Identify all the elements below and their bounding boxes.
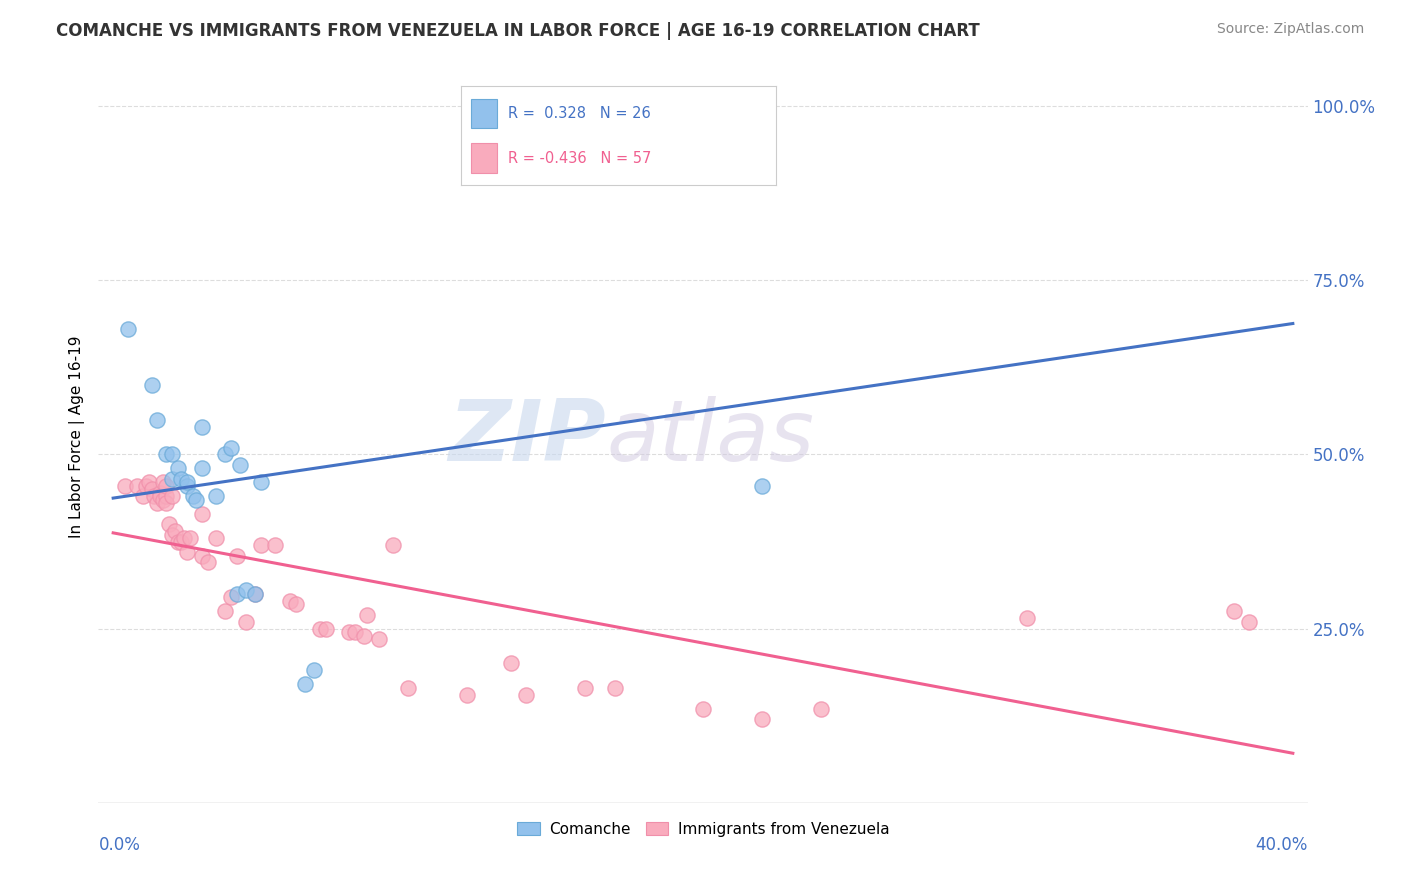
Point — [382, 538, 405, 552]
Point — [278, 594, 301, 608]
Y-axis label: In Labor Force | Age 16-19: In Labor Force | Age 16-19 — [69, 335, 84, 539]
Point — [170, 472, 193, 486]
Point — [141, 483, 163, 497]
Point — [205, 489, 228, 503]
Point — [155, 479, 177, 493]
Point — [302, 664, 325, 678]
Point — [662, 134, 685, 148]
Text: COMANCHE VS IMMIGRANTS FROM VENEZUELA IN LABOR FORCE | AGE 16-19 CORRELATION CHA: COMANCHE VS IMMIGRANTS FROM VENEZUELA IN… — [56, 22, 980, 40]
Point — [176, 545, 198, 559]
Point — [205, 531, 228, 545]
Point — [219, 591, 242, 605]
Point — [160, 489, 183, 503]
Point — [456, 688, 478, 702]
Point — [235, 583, 257, 598]
Point — [146, 412, 169, 426]
Point — [264, 538, 287, 552]
Point — [810, 702, 832, 716]
Point — [149, 489, 172, 503]
Point — [315, 622, 337, 636]
Point — [181, 489, 204, 503]
Point — [152, 475, 174, 490]
Point — [501, 657, 523, 671]
Point — [515, 688, 537, 702]
Point — [141, 377, 163, 392]
Point — [1017, 611, 1039, 625]
Point — [165, 524, 187, 538]
Point — [214, 448, 236, 462]
Point — [190, 507, 212, 521]
Legend: Comanche, Immigrants from Venezuela: Comanche, Immigrants from Venezuela — [510, 815, 896, 843]
Point — [160, 527, 183, 541]
Point — [131, 489, 153, 503]
Point — [179, 531, 201, 545]
Point — [167, 534, 190, 549]
Text: 40.0%: 40.0% — [1256, 836, 1308, 854]
Point — [143, 489, 166, 503]
Point — [751, 479, 773, 493]
Point — [353, 629, 375, 643]
Point — [574, 681, 596, 695]
Point — [170, 534, 193, 549]
Point — [367, 632, 389, 646]
Point — [138, 475, 160, 490]
Point — [114, 479, 136, 493]
Point — [356, 607, 378, 622]
Point — [603, 681, 626, 695]
Point — [249, 538, 271, 552]
Point — [219, 441, 242, 455]
Point — [125, 479, 148, 493]
Point — [146, 496, 169, 510]
Point — [135, 479, 157, 493]
Point — [157, 517, 180, 532]
Point — [243, 587, 266, 601]
Point — [176, 475, 198, 490]
Point — [229, 458, 252, 472]
Point — [117, 322, 139, 336]
Point — [243, 587, 266, 601]
Point — [1223, 604, 1246, 618]
Text: Source: ZipAtlas.com: Source: ZipAtlas.com — [1216, 22, 1364, 37]
Point — [235, 615, 257, 629]
Point — [1237, 615, 1260, 629]
Point — [155, 448, 177, 462]
Point — [308, 622, 330, 636]
Point — [190, 419, 212, 434]
Point — [249, 475, 271, 490]
Point — [396, 681, 419, 695]
Point — [152, 492, 174, 507]
Text: ZIP: ZIP — [449, 395, 606, 479]
Point — [176, 479, 198, 493]
Point — [155, 489, 177, 503]
Point — [692, 702, 714, 716]
Point — [167, 461, 190, 475]
Text: atlas: atlas — [606, 395, 814, 479]
Point — [751, 712, 773, 726]
Text: 0.0%: 0.0% — [98, 836, 141, 854]
Point — [184, 492, 207, 507]
Point — [294, 677, 316, 691]
Point — [190, 549, 212, 563]
Point — [160, 448, 183, 462]
Point — [226, 587, 249, 601]
Point — [337, 625, 360, 640]
Point — [197, 556, 219, 570]
Point — [214, 604, 236, 618]
Point — [155, 496, 177, 510]
Point — [226, 549, 249, 563]
Point — [343, 625, 366, 640]
Point — [285, 597, 308, 611]
Point — [173, 531, 195, 545]
Point — [149, 485, 172, 500]
Point — [190, 461, 212, 475]
Point — [160, 472, 183, 486]
